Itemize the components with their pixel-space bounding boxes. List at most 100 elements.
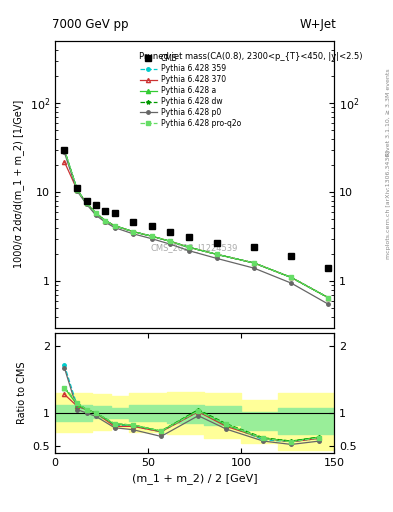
Pythia 6.428 359	[112, 223, 117, 229]
Pythia 6.428 pro-q2o	[168, 238, 173, 244]
Pythia 6.428 pro-q2o	[75, 187, 80, 194]
Pythia 6.428 a	[112, 223, 117, 229]
Pythia 6.428 p0	[131, 231, 136, 237]
CMS	[252, 244, 256, 250]
Pythia 6.428 dw	[103, 218, 108, 224]
CMS	[131, 219, 136, 225]
Pythia 6.428 359	[75, 187, 80, 194]
CMS	[84, 198, 89, 204]
Pythia 6.428 a	[75, 187, 80, 194]
Pythia 6.428 p0	[215, 255, 219, 262]
Pythia 6.428 dw	[149, 233, 154, 239]
Pythia 6.428 dw	[112, 223, 117, 229]
Pythia 6.428 370	[149, 233, 154, 239]
CMS	[215, 240, 219, 246]
Pythia 6.428 a	[326, 295, 331, 301]
Pythia 6.428 359	[131, 228, 136, 234]
Pythia 6.428 370	[326, 295, 331, 301]
Pythia 6.428 pro-q2o	[252, 260, 256, 266]
Pythia 6.428 359	[326, 295, 331, 301]
Line: Pythia 6.428 370: Pythia 6.428 370	[62, 160, 331, 300]
Pythia 6.428 dw	[289, 274, 294, 281]
Pythia 6.428 dw	[252, 260, 256, 266]
Pythia 6.428 p0	[103, 219, 108, 225]
CMS	[75, 185, 80, 191]
Pythia 6.428 359	[168, 238, 173, 244]
Pythia 6.428 pro-q2o	[62, 146, 67, 153]
Pythia 6.428 dw	[168, 238, 173, 244]
Pythia 6.428 a	[149, 233, 154, 239]
Pythia 6.428 359	[289, 274, 294, 281]
Pythia 6.428 pro-q2o	[289, 274, 294, 281]
Line: Pythia 6.428 dw: Pythia 6.428 dw	[62, 147, 331, 300]
Pythia 6.428 370	[215, 251, 219, 258]
Pythia 6.428 p0	[289, 280, 294, 286]
Pythia 6.428 a	[168, 238, 173, 244]
Pythia 6.428 359	[62, 146, 67, 153]
Legend: CMS, Pythia 6.428 359, Pythia 6.428 370, Pythia 6.428 a, Pythia 6.428 dw, Pythia: CMS, Pythia 6.428 359, Pythia 6.428 370,…	[137, 51, 244, 131]
Text: mcplots.cern.ch [arXiv:1306.3436]: mcplots.cern.ch [arXiv:1306.3436]	[386, 151, 391, 259]
CMS	[112, 210, 117, 216]
Pythia 6.428 359	[94, 210, 98, 216]
Pythia 6.428 a	[84, 200, 89, 206]
Pythia 6.428 pro-q2o	[149, 233, 154, 239]
Pythia 6.428 p0	[326, 301, 331, 307]
Pythia 6.428 359	[84, 200, 89, 206]
Pythia 6.428 359	[187, 244, 191, 250]
Line: Pythia 6.428 359: Pythia 6.428 359	[62, 148, 330, 300]
Line: Pythia 6.428 p0: Pythia 6.428 p0	[62, 151, 330, 306]
Pythia 6.428 pro-q2o	[84, 200, 89, 206]
Pythia 6.428 359	[149, 233, 154, 239]
Pythia 6.428 dw	[187, 244, 191, 250]
Pythia 6.428 pro-q2o	[103, 218, 108, 224]
Pythia 6.428 359	[103, 218, 108, 224]
X-axis label: (m_1 + m_2) / 2 [GeV]: (m_1 + m_2) / 2 [GeV]	[132, 474, 257, 484]
Pythia 6.428 pro-q2o	[94, 210, 98, 216]
Pythia 6.428 370	[94, 210, 98, 216]
CMS	[149, 223, 154, 229]
Pythia 6.428 p0	[62, 150, 67, 156]
Pythia 6.428 a	[289, 274, 294, 281]
Pythia 6.428 a	[252, 260, 256, 266]
Pythia 6.428 dw	[62, 146, 67, 153]
Pythia 6.428 p0	[112, 224, 117, 230]
CMS	[187, 234, 191, 241]
Pythia 6.428 a	[103, 218, 108, 224]
Pythia 6.428 p0	[75, 188, 80, 195]
Text: Rivet 3.1.10, ≥ 3.3M events: Rivet 3.1.10, ≥ 3.3M events	[386, 69, 391, 157]
CMS	[168, 228, 173, 234]
CMS	[103, 207, 108, 214]
CMS	[289, 253, 294, 260]
Y-axis label: 1000/σ 2dσ/d(m_1 + m_2) [1/GeV]: 1000/σ 2dσ/d(m_1 + m_2) [1/GeV]	[13, 100, 24, 268]
Pythia 6.428 359	[252, 260, 256, 266]
CMS	[326, 265, 331, 271]
Pythia 6.428 370	[75, 187, 80, 194]
CMS	[94, 202, 98, 208]
Pythia 6.428 a	[131, 228, 136, 234]
Pythia 6.428 370	[103, 218, 108, 224]
Line: CMS: CMS	[62, 147, 331, 271]
Pythia 6.428 dw	[131, 228, 136, 234]
Text: 7000 GeV pp: 7000 GeV pp	[52, 18, 129, 31]
Pythia 6.428 pro-q2o	[187, 244, 191, 250]
CMS	[62, 146, 67, 153]
Text: Pruned jet mass(CA(0.8), 2300<p_{T}<450, |y|<2.5): Pruned jet mass(CA(0.8), 2300<p_{T}<450,…	[139, 52, 362, 61]
Pythia 6.428 a	[94, 210, 98, 216]
Pythia 6.428 p0	[94, 212, 98, 218]
Pythia 6.428 370	[252, 260, 256, 266]
Pythia 6.428 pro-q2o	[131, 228, 136, 234]
Pythia 6.428 dw	[94, 210, 98, 216]
Pythia 6.428 p0	[84, 201, 89, 207]
Pythia 6.428 p0	[187, 248, 191, 254]
Pythia 6.428 dw	[215, 251, 219, 258]
Pythia 6.428 p0	[149, 236, 154, 242]
Pythia 6.428 359	[215, 251, 219, 258]
Y-axis label: Ratio to CMS: Ratio to CMS	[17, 361, 27, 424]
Pythia 6.428 dw	[75, 187, 80, 194]
Pythia 6.428 pro-q2o	[215, 251, 219, 258]
Line: Pythia 6.428 a: Pythia 6.428 a	[62, 147, 331, 300]
Pythia 6.428 a	[62, 146, 67, 153]
Pythia 6.428 a	[187, 244, 191, 250]
Text: W+Jet: W+Jet	[300, 18, 337, 31]
Pythia 6.428 370	[112, 223, 117, 229]
